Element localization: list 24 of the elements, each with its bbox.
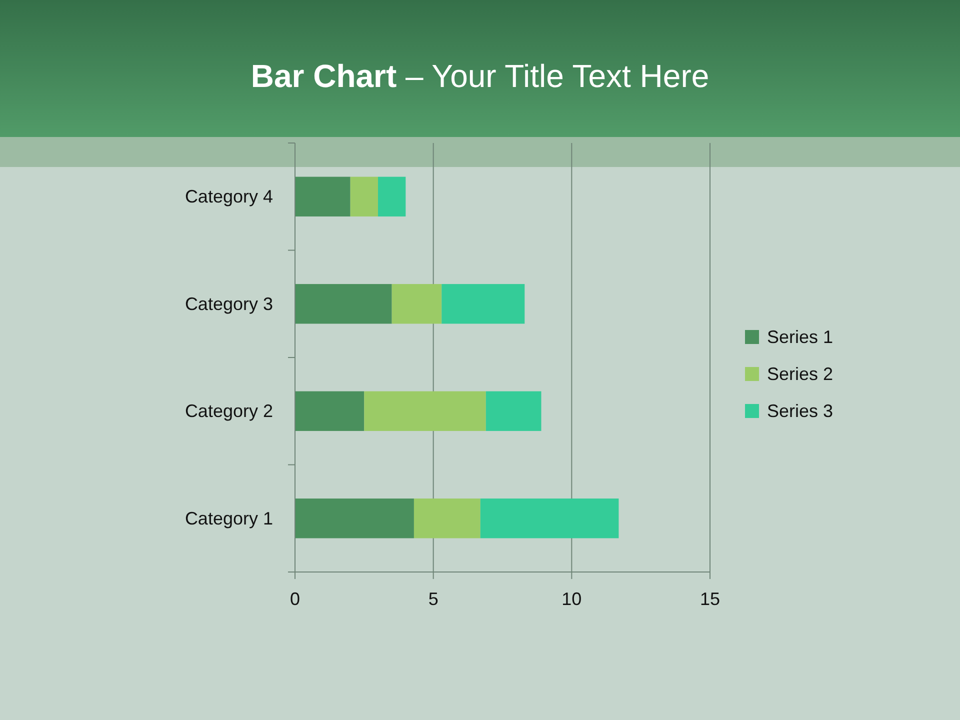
chart-title: Bar Chart – Your Title Text Here (250, 58, 710, 94)
x-tick-label: 0 (290, 589, 300, 609)
bar (378, 176, 406, 216)
y-tick-label: Category 2 (184, 401, 273, 422)
bar (295, 498, 414, 538)
bar (486, 391, 542, 431)
bar (295, 284, 392, 324)
bar (480, 498, 619, 538)
y-tick-label: Category 3 (184, 294, 273, 314)
bar (295, 391, 364, 431)
y-tick-label: Category 1 (184, 508, 273, 528)
bar (350, 176, 378, 216)
x-tick-label: 5 (428, 589, 438, 609)
y-tick-label: Category 4 (184, 186, 273, 207)
legend-label: Series 2 (767, 364, 834, 384)
legend-label: Series 1 (767, 327, 834, 347)
bar (414, 498, 480, 538)
bar (364, 391, 486, 431)
x-tick-label: 15 (700, 589, 720, 609)
bar (442, 284, 525, 324)
bar (295, 176, 350, 216)
legend-label: Series 3 (767, 401, 834, 421)
bar (392, 284, 442, 324)
x-tick-label: 10 (562, 589, 582, 609)
